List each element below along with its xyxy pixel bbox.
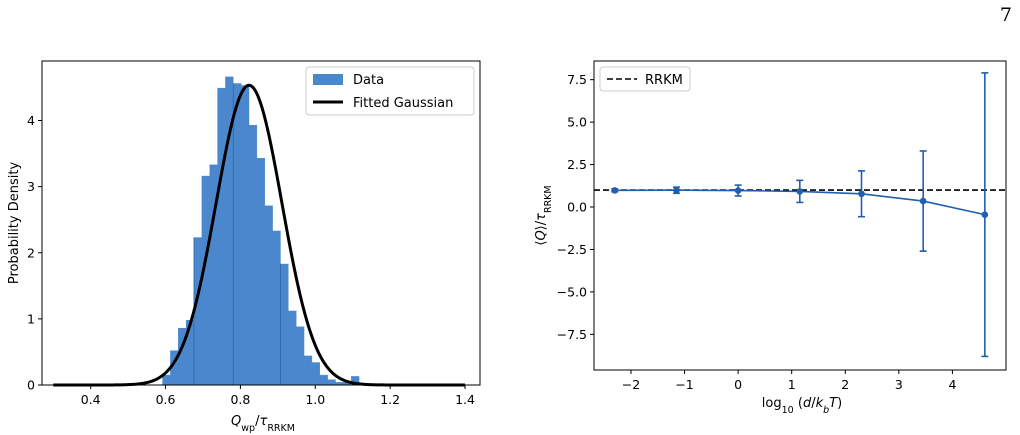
histogram-bar <box>256 157 265 386</box>
legend-swatch-data <box>313 74 343 85</box>
y-axis-label: Probability Density <box>7 162 22 285</box>
legend: RRKM <box>599 66 691 92</box>
plot-frame <box>41 60 481 386</box>
data-point <box>858 190 865 198</box>
data-point <box>734 187 742 194</box>
histogram-bar <box>217 87 226 386</box>
x-axis-label: Qwp/τRRKM <box>231 414 295 434</box>
histogram-bar <box>240 85 250 386</box>
x-tick-label: −2 <box>622 377 640 392</box>
y-tick-label: 7.5 <box>567 72 587 87</box>
legend-label-rrkm: RRKM <box>645 73 683 88</box>
y-tick-label: −7.5 <box>557 327 587 342</box>
histogram-bar <box>288 310 297 386</box>
data-point <box>673 186 680 194</box>
x-tick-label: −1 <box>675 377 693 392</box>
data-point <box>919 197 927 205</box>
x-tick-label: 4 <box>948 377 956 392</box>
x-tick-label: 0 <box>734 377 742 392</box>
histogram-bar <box>264 205 273 386</box>
legend-label-data: Data <box>353 73 384 88</box>
y-tick-label: 3 <box>27 179 35 194</box>
x-tick-label: 0.6 <box>156 392 176 407</box>
data-point <box>981 211 989 218</box>
x-tick-label: 3 <box>895 377 903 392</box>
histogram-bar <box>295 326 305 386</box>
x-tick-label: 0.8 <box>230 392 250 407</box>
y-tick-label: −5.0 <box>557 284 587 299</box>
histogram-bar <box>311 362 320 386</box>
y-tick-label: 0.0 <box>567 200 587 215</box>
x-tick-label: 1.4 <box>455 392 475 407</box>
histogram-bar <box>233 83 242 386</box>
x-tick-label: 0.4 <box>81 392 101 407</box>
y-tick-label: 2 <box>27 245 35 260</box>
histogram-bar <box>303 355 313 386</box>
legend-box <box>305 66 475 116</box>
x-tick-label: 1.2 <box>380 392 400 407</box>
x-axis-label: log10 (d/kbT) <box>762 396 842 416</box>
histogram-bar <box>327 379 336 386</box>
y-tick-label: 2.5 <box>567 157 587 172</box>
legend-box <box>599 66 691 92</box>
y-axis-label: ⟨Q⟩/τRRKM <box>534 185 554 245</box>
histogram-bar <box>201 175 210 386</box>
y-tick-label: −2.5 <box>557 242 587 257</box>
data-point <box>796 188 804 195</box>
plot-frame <box>593 60 1007 371</box>
page-number: 7 <box>999 4 1012 26</box>
y-tick-label: 1 <box>27 311 35 326</box>
histogram-chart: 0.4 0.6 0.8 1.0 1.2 1.4 0 1 2 3 4 Qwp/τRRKM Probabil… <box>7 60 481 434</box>
x-tick-label: 1.0 <box>305 392 325 407</box>
histogram-bar <box>248 124 258 386</box>
legend-label-fit: Fitted Gaussian <box>353 96 453 111</box>
x-tick-label: 2 <box>841 377 849 392</box>
errorbar-chart: −2 −1 0 1 2 3 4 −7.5 −5.0 −2.5 0.0 2.5 5.0 7.5 log10 (… <box>534 60 1007 416</box>
y-tick-label: 5.0 <box>567 115 587 130</box>
histogram-bar <box>280 263 289 386</box>
histogram-bar <box>272 230 281 386</box>
y-tick-label: 4 <box>27 113 35 128</box>
legend: Data Fitted Gaussian <box>305 66 475 116</box>
histogram-bar <box>319 374 328 386</box>
y-tick-label: 0 <box>27 378 35 393</box>
histogram-bar <box>162 374 171 386</box>
data-point <box>611 187 619 194</box>
x-tick-label: 1 <box>788 377 796 392</box>
